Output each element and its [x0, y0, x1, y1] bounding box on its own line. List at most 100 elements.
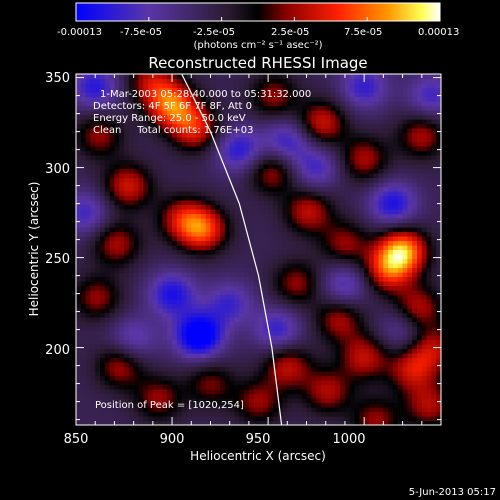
- heatmap-cell: [354, 308, 360, 314]
- heatmap-cell: [229, 335, 236, 341]
- heatmap-cell: [373, 132, 380, 138]
- heatmap-cell: [210, 380, 216, 386]
- heatmap-cell: [157, 371, 164, 377]
- heatmap-cell: [133, 101, 140, 107]
- heatmap-cell: [368, 380, 375, 386]
- heatmap-cell: [162, 96, 168, 102]
- heatmap-cell: [119, 335, 125, 341]
- heatmap-cell: [268, 110, 274, 116]
- heatmap-cell: [80, 285, 87, 291]
- heatmap-cell: [157, 375, 164, 381]
- heatmap-cell: [229, 119, 236, 125]
- heatmap-cell: [229, 407, 236, 413]
- heatmap-cell: [311, 74, 317, 80]
- heatmap-cell: [316, 204, 322, 210]
- heatmap-cell: [344, 312, 351, 318]
- heatmap-cell: [104, 191, 111, 197]
- heatmap-cell: [104, 83, 111, 89]
- heatmap-cell: [248, 407, 255, 413]
- heatmap-cell: [104, 92, 111, 98]
- heatmap-cell: [248, 294, 255, 300]
- heatmap-cell: [220, 416, 226, 422]
- heatmap-cell: [157, 227, 164, 233]
- heatmap-cell: [359, 173, 365, 179]
- heatmap-cell: [368, 195, 375, 201]
- heatmap-cell: [210, 173, 216, 179]
- heatmap-cell: [335, 389, 341, 395]
- heatmap-cell: [344, 164, 351, 170]
- heatmap-cell: [244, 96, 250, 102]
- heatmap-cell: [359, 78, 365, 84]
- heatmap-cell: [253, 258, 260, 264]
- heatmap-cell: [205, 263, 212, 269]
- heatmap-cell: [282, 159, 288, 165]
- heatmap-cell: [239, 416, 245, 422]
- heatmap-cell: [167, 258, 173, 264]
- heatmap-cell: [143, 101, 149, 107]
- heatmap-cell: [224, 209, 231, 215]
- heatmap-cell: [162, 335, 168, 341]
- heatmap-cell: [200, 222, 207, 228]
- heatmap-cell: [320, 344, 327, 350]
- heatmap-cell: [172, 272, 178, 278]
- heatmap-cell: [119, 200, 125, 206]
- heatmap-cell: [306, 105, 312, 111]
- heatmap-cell: [320, 173, 327, 179]
- heatmap-cell: [301, 200, 308, 206]
- heatmap-cell: [80, 101, 87, 107]
- heatmap-cell: [253, 227, 260, 233]
- heatmap-cell: [114, 335, 120, 341]
- heatmap-cell: [349, 398, 356, 404]
- heatmap-cell: [340, 384, 346, 390]
- heatmap-cell: [157, 411, 164, 417]
- heatmap-cell: [282, 339, 288, 345]
- heatmap-cell: [157, 231, 164, 237]
- heatmap-cell: [277, 263, 284, 269]
- heatmap-cell: [148, 173, 154, 179]
- heatmap-cell: [210, 182, 216, 188]
- heatmap-cell: [85, 348, 92, 354]
- heatmap-cell: [200, 245, 207, 251]
- heatmap-cell: [301, 402, 308, 408]
- heatmap-cell: [272, 290, 279, 296]
- heatmap-cell: [100, 164, 106, 170]
- heatmap-cell: [200, 258, 207, 264]
- heatmap-cell: [176, 272, 183, 278]
- heatmap-cell: [191, 191, 197, 197]
- heatmap-cell: [296, 380, 303, 386]
- heatmap-cell: [311, 110, 317, 116]
- heatmap-cell: [220, 407, 226, 413]
- heatmap-cell: [196, 380, 202, 386]
- heatmap-cell: [114, 303, 120, 309]
- heatmap-cell: [215, 285, 221, 291]
- heatmap-cell: [152, 362, 159, 368]
- heatmap-cell: [268, 312, 274, 318]
- heatmap-cell: [311, 87, 317, 93]
- heatmap-cell: [90, 101, 96, 107]
- heatmap-cell: [76, 303, 82, 309]
- heatmap-cell: [200, 380, 207, 386]
- heatmap-cell: [248, 110, 255, 116]
- heatmap-cell: [215, 371, 221, 377]
- heatmap-cell: [244, 393, 250, 399]
- heatmap-cell: [215, 254, 221, 260]
- heatmap-cell: [287, 389, 293, 395]
- heatmap-cell: [287, 285, 293, 291]
- heatmap-cell: [296, 267, 303, 273]
- heatmap-cell: [162, 348, 168, 354]
- heatmap-cell: [186, 362, 192, 368]
- heatmap-cell: [138, 366, 144, 372]
- heatmap-cell: [248, 209, 255, 215]
- heatmap-cell: [311, 290, 317, 296]
- heatmap-cell: [157, 281, 164, 287]
- heatmap-cell: [200, 209, 207, 215]
- heatmap-cell: [191, 254, 197, 260]
- heatmap-cell: [162, 137, 168, 143]
- heatmap-cell: [239, 200, 245, 206]
- heatmap-cell: [378, 407, 384, 413]
- heatmap-cell: [277, 375, 284, 381]
- heatmap-cell: [114, 258, 120, 264]
- heatmap-cell: [76, 299, 82, 305]
- heatmap-cell: [311, 263, 317, 269]
- heatmap-cell: [124, 393, 130, 399]
